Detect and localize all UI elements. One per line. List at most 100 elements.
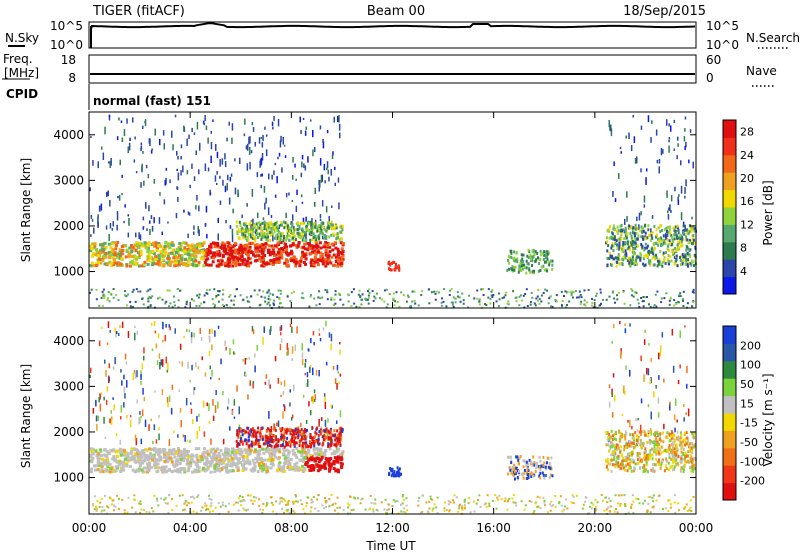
velocity-data-cell: [102, 460, 106, 464]
velocity-data-cell: [325, 361, 328, 366]
velocity-data-cell: [559, 495, 562, 498]
velocity-data-cell: [252, 502, 254, 505]
velocity-data-cell: [95, 454, 99, 458]
power-data-cell: [295, 205, 298, 213]
power-data-cell: [102, 288, 105, 291]
power-data-cell: [304, 165, 307, 171]
velocity-data-cell: [190, 458, 194, 462]
power-data-cell: [102, 294, 105, 297]
power-data-cell: [278, 152, 281, 157]
power-data-cell: [291, 223, 294, 227]
velocity-data-cell: [334, 438, 337, 442]
velocity-data-cell: [619, 505, 622, 507]
power-data-cell: [298, 225, 301, 228]
velocity-data-cell: [214, 449, 218, 453]
power-data-cell: [244, 263, 248, 267]
velocity-data-cell: [92, 408, 95, 414]
power-data-cell: [640, 125, 643, 130]
power-data-cell: [327, 169, 329, 175]
power-data-cell: [644, 236, 647, 240]
power-data-cell: [214, 304, 216, 307]
power-data-cell: [216, 151, 219, 159]
power-data-cell: [90, 247, 94, 251]
velocity-data-cell: [297, 433, 300, 437]
power-data-cell: [325, 258, 329, 262]
power-data-cell: [140, 242, 143, 246]
power-data-cell: [555, 294, 558, 297]
power-data-cell: [280, 256, 284, 260]
power-data-cell: [221, 303, 224, 306]
power-data-cell: [660, 242, 663, 246]
velocity-data-cell: [333, 434, 336, 438]
velocity-data-cell: [299, 429, 302, 433]
velocity-data-cell: [182, 434, 185, 438]
velocity-data-cell: [339, 410, 342, 418]
velocity-data-cell: [418, 496, 421, 499]
power-data-cell: [660, 301, 663, 304]
velocity-data-cell: [199, 327, 201, 335]
power-data-cell: [116, 255, 120, 259]
velocity-data-cell: [330, 404, 333, 408]
velocity-data-cell: [204, 502, 207, 505]
power-data-cell: [652, 263, 655, 267]
power-data-cell: [250, 150, 253, 154]
power-data-cell: [321, 221, 324, 225]
velocity-data-cell: [539, 507, 542, 510]
velocity-data-cell: [297, 468, 301, 472]
power-data-cell: [630, 234, 633, 238]
power-data-cell: [222, 293, 225, 296]
velocity-data-cell: [125, 464, 129, 468]
velocity-data-cell: [650, 411, 652, 420]
velocity-data-cell: [285, 448, 289, 452]
velocity-data-cell: [161, 465, 164, 469]
power-data-cell: [111, 242, 115, 246]
power-data-cell: [196, 242, 199, 246]
velocity-data-cell: [248, 429, 250, 433]
velocity-data-cell: [167, 402, 169, 408]
velocity-data-cell: [107, 452, 111, 455]
power-data-cell: [99, 251, 102, 255]
power-data-cell: [619, 246, 622, 250]
velocity-data-cell: [338, 453, 342, 457]
power-data-cell: [107, 291, 110, 293]
power-data-cell: [539, 249, 542, 253]
power-data-cell: [151, 250, 155, 253]
power-data-cell: [608, 120, 610, 128]
power-data-cell: [139, 249, 143, 253]
power-data-cell: [618, 244, 621, 248]
power-data-cell: [459, 300, 462, 303]
power-data-cell: [243, 228, 246, 232]
power-data-cell: [518, 267, 520, 271]
velocity-data-cell: [608, 401, 611, 408]
power-colorbar-swatch: [723, 120, 736, 138]
power-data-cell: [142, 226, 145, 229]
power-data-cell: [330, 298, 333, 301]
velocity-data-cell: [428, 507, 431, 510]
power-data-cell: [634, 237, 637, 241]
power-data-cell: [236, 288, 238, 291]
velocity-data-cell: [278, 502, 281, 505]
power-data-cell: [318, 234, 321, 237]
power-data-cell: [673, 255, 676, 259]
power-data-cell: [233, 241, 237, 245]
velocity-data-cell: [118, 333, 120, 336]
power-data-cell: [100, 247, 104, 251]
velocity-data-cell: [608, 384, 611, 389]
power-colorbar-swatch: [723, 172, 736, 191]
power-data-cell: [681, 244, 684, 247]
velocity-data-cell: [595, 508, 598, 511]
power-data-cell: [147, 252, 151, 256]
velocity-data-cell: [678, 509, 681, 512]
power-data-cell: [627, 256, 630, 260]
velocity-data-cell: [614, 394, 616, 402]
power-data-cell: [229, 294, 232, 296]
velocity-data-cell: [212, 452, 216, 456]
power-data-cell: [273, 236, 276, 240]
power-data-cell: [640, 253, 642, 257]
power-data-cell: [635, 291, 638, 294]
power-data-cell: [651, 250, 654, 254]
velocity-data-cell: [171, 452, 175, 456]
power-data-cell: [320, 223, 323, 227]
power-data-cell: [661, 238, 664, 242]
velocity-data-cell: [259, 429, 262, 433]
